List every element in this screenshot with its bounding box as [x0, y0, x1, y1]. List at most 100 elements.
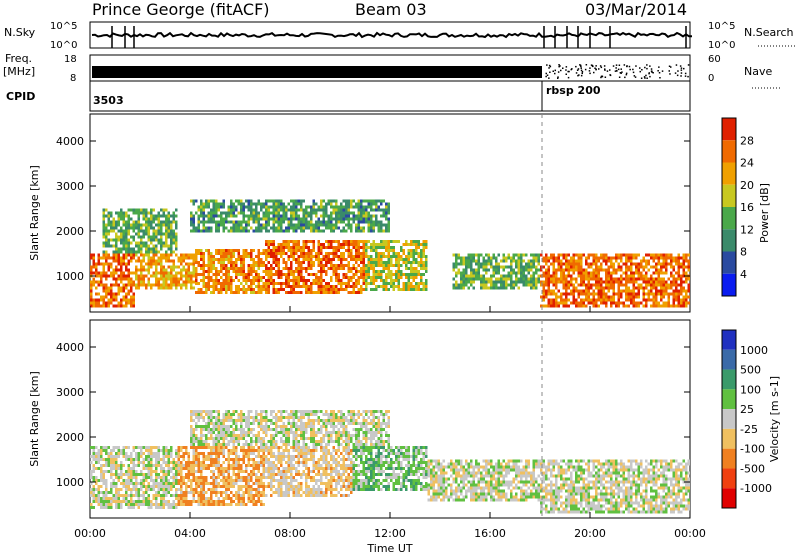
heatmap-cell	[158, 284, 161, 287]
heatmap-cell	[315, 273, 318, 276]
heatmap-cell	[503, 254, 506, 257]
heatmap-cell	[303, 209, 306, 212]
heatmap-cell	[563, 254, 566, 257]
heatmap-cell	[203, 264, 206, 267]
heatmap-cell	[260, 464, 263, 467]
heatmap-cell	[165, 446, 168, 449]
heatmap-cell	[248, 255, 251, 258]
heatmap-cell	[380, 258, 383, 261]
heatmap-cell	[270, 212, 273, 215]
heatmap-cell	[553, 266, 556, 269]
heatmap-cell	[158, 278, 161, 281]
heatmap-cell	[308, 288, 311, 291]
heatmap-cell	[103, 302, 106, 305]
heatmap-cell	[323, 258, 326, 261]
heatmap-cell	[283, 209, 286, 212]
heatmap-cell	[283, 246, 286, 249]
heatmap-cell	[470, 275, 473, 278]
heatmap-cell	[238, 224, 241, 227]
heatmap-cell	[635, 296, 638, 299]
heatmap-cell	[140, 494, 143, 497]
heatmap-cell	[410, 261, 413, 264]
heatmap-cell	[108, 497, 111, 500]
heatmap-cell	[523, 254, 526, 257]
heatmap-cell	[135, 260, 138, 263]
heatmap-cell	[150, 455, 153, 458]
heatmap-cell	[370, 249, 373, 252]
heatmap-cell	[255, 221, 258, 224]
heatmap-cell	[215, 258, 218, 261]
heatmap-cell	[270, 264, 273, 267]
heatmap-cell	[645, 266, 648, 269]
heatmap-cell	[385, 264, 388, 267]
heatmap-cell	[405, 276, 408, 279]
heatmap-cell	[138, 464, 141, 467]
heatmap-cell	[143, 464, 146, 467]
heatmap-cell	[295, 215, 298, 218]
heatmap-cell	[183, 476, 186, 479]
heatmap-cell	[203, 209, 206, 212]
heatmap-cell	[358, 240, 361, 243]
heatmap-cell	[153, 503, 156, 506]
heatmap-cell	[280, 246, 283, 249]
heatmap-cell	[523, 278, 526, 281]
heatmap-cell	[105, 215, 108, 218]
heatmap-cell	[273, 215, 276, 218]
heatmap-cell	[215, 461, 218, 464]
heatmap-cell	[125, 263, 128, 266]
heatmap-cell	[315, 282, 318, 285]
heatmap-cell	[100, 485, 103, 488]
heatmap-cell	[165, 254, 168, 257]
heatmap-cell	[598, 296, 601, 299]
heatmap-cell	[668, 287, 671, 290]
heatmap-cell	[683, 302, 686, 305]
heatmap-cell	[598, 290, 601, 293]
heatmap-cell	[268, 200, 271, 203]
heatmap-cell	[230, 503, 233, 506]
heatmap-cell	[130, 305, 133, 308]
heatmap-cell	[120, 302, 123, 305]
heatmap-cell	[98, 497, 101, 500]
heatmap-cell	[240, 227, 243, 230]
heatmap-cell	[315, 215, 318, 218]
heatmap-cell	[248, 473, 251, 476]
heatmap-cell	[118, 236, 121, 239]
heatmap-cell	[578, 275, 581, 278]
heatmap-cell	[220, 467, 223, 470]
heatmap-cell	[470, 284, 473, 287]
heatmap-cell	[173, 278, 176, 281]
heatmap-cell	[110, 503, 113, 506]
heatmap-cell	[218, 503, 221, 506]
heatmap-cell	[185, 494, 188, 497]
heatmap-cell	[548, 290, 551, 293]
heatmap-cell	[165, 500, 168, 503]
nave-dot	[669, 73, 671, 75]
heatmap-cell	[100, 500, 103, 503]
heatmap-cell	[300, 267, 303, 270]
heatmap-cell	[155, 503, 158, 506]
heatmap-cell	[538, 281, 541, 284]
heatmap-cell	[120, 233, 123, 236]
heatmap-cell	[660, 305, 663, 308]
heatmap-cell	[180, 503, 183, 506]
heatmap-cell	[175, 461, 178, 464]
heatmap-cell	[315, 258, 318, 261]
heatmap-cell	[295, 276, 298, 279]
heatmap-cell	[525, 266, 528, 269]
heatmap-cell	[143, 284, 146, 287]
heatmap-cell	[220, 500, 223, 503]
heatmap-cell	[543, 299, 546, 302]
heatmap-cell	[578, 305, 581, 308]
heatmap-cell	[240, 467, 243, 470]
heatmap-cell	[158, 239, 161, 242]
heatmap-cell	[353, 276, 356, 279]
heatmap-cell	[108, 245, 111, 248]
heatmap-cell	[333, 227, 336, 230]
heatmap-cell	[413, 270, 416, 273]
heatmap-cell	[195, 291, 198, 294]
heatmap-cell	[168, 287, 171, 290]
nsky-label: N.Sky	[4, 26, 36, 39]
heatmap-cell	[385, 203, 388, 206]
heatmap-cell	[315, 227, 318, 230]
heatmap-cell	[95, 299, 98, 302]
